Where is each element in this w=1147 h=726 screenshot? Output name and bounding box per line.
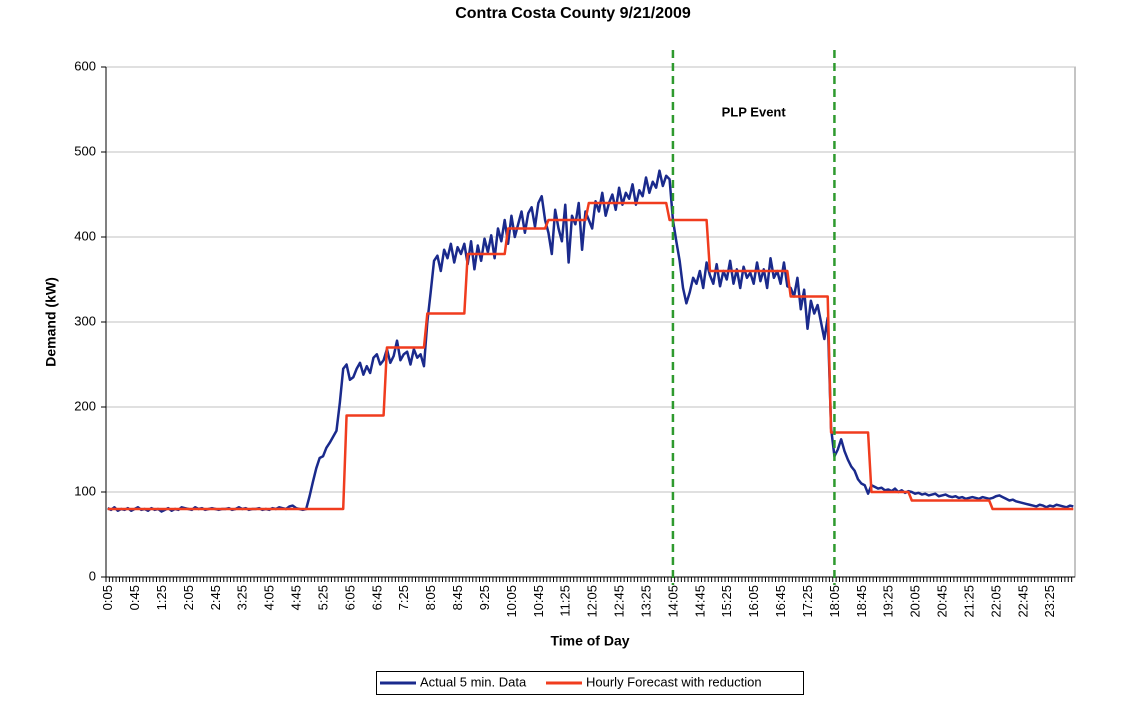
- x-tick-label: 5:25: [315, 585, 330, 610]
- legend-box: [376, 671, 804, 695]
- annotation: PLP Event: [722, 104, 787, 119]
- x-tick-label: 14:45: [692, 585, 707, 618]
- x-tick-label: 16:45: [773, 585, 788, 618]
- x-tick-label: 1:25: [154, 585, 169, 610]
- x-tick-label: 17:25: [800, 585, 815, 618]
- x-tick-label: 14:05: [665, 585, 680, 618]
- x-tick-label: 6:05: [342, 585, 357, 610]
- x-tick-label: 3:25: [235, 585, 250, 610]
- x-tick-label: 10:45: [531, 585, 546, 618]
- chart-title: Contra Costa County 9/21/2009: [455, 5, 691, 22]
- x-tick-label: 2:05: [181, 585, 196, 610]
- y-tick-label: 0: [89, 568, 96, 583]
- y-tick-label: 600: [74, 58, 96, 73]
- x-tick-label: 19:25: [881, 585, 896, 618]
- series-line: [107, 201, 1074, 511]
- y-tick-label: 100: [74, 483, 96, 498]
- x-tick-label: 13:25: [638, 585, 653, 618]
- x-tick-label: 20:45: [935, 585, 950, 618]
- y-tick-label: 400: [74, 228, 96, 243]
- legend-label: Hourly Forecast with reduction: [586, 674, 762, 689]
- x-tick-label: 9:25: [477, 585, 492, 610]
- x-tick-label: 18:05: [827, 585, 842, 618]
- x-tick-label: 21:25: [961, 585, 976, 618]
- x-tick-label: 15:25: [719, 585, 734, 618]
- x-tick-label: 0:05: [100, 585, 115, 610]
- x-tick-label: 23:25: [1042, 585, 1057, 618]
- x-tick-label: 0:45: [127, 585, 142, 610]
- x-tick-label: 6:45: [369, 585, 384, 610]
- x-tick-label: 20:05: [908, 585, 923, 618]
- y-tick-label: 500: [74, 143, 96, 158]
- y-tick-label: 200: [74, 398, 96, 413]
- x-tick-label: 22:05: [988, 585, 1003, 618]
- x-tick-label: 12:05: [585, 585, 600, 618]
- x-tick-label: 2:45: [208, 585, 223, 610]
- x-tick-label: 12:45: [612, 585, 627, 618]
- x-tick-label: 7:25: [396, 585, 411, 610]
- x-tick-label: 22:45: [1015, 585, 1030, 618]
- x-tick-label: 4:45: [289, 585, 304, 610]
- x-tick-label: 16:05: [746, 585, 761, 618]
- x-tick-label: 10:05: [504, 585, 519, 618]
- x-tick-label: 4:05: [262, 585, 277, 610]
- x-axis-label: Time of Day: [550, 633, 629, 649]
- x-tick-label: 18:45: [854, 585, 869, 618]
- x-tick-label: 8:45: [450, 585, 465, 610]
- y-tick-label: 300: [74, 313, 96, 328]
- y-axis-label: Demand (kW): [43, 277, 59, 366]
- x-tick-label: 11:25: [558, 585, 573, 617]
- legend-label: Actual 5 min. Data: [420, 674, 527, 689]
- x-tick-label: 8:05: [423, 585, 438, 610]
